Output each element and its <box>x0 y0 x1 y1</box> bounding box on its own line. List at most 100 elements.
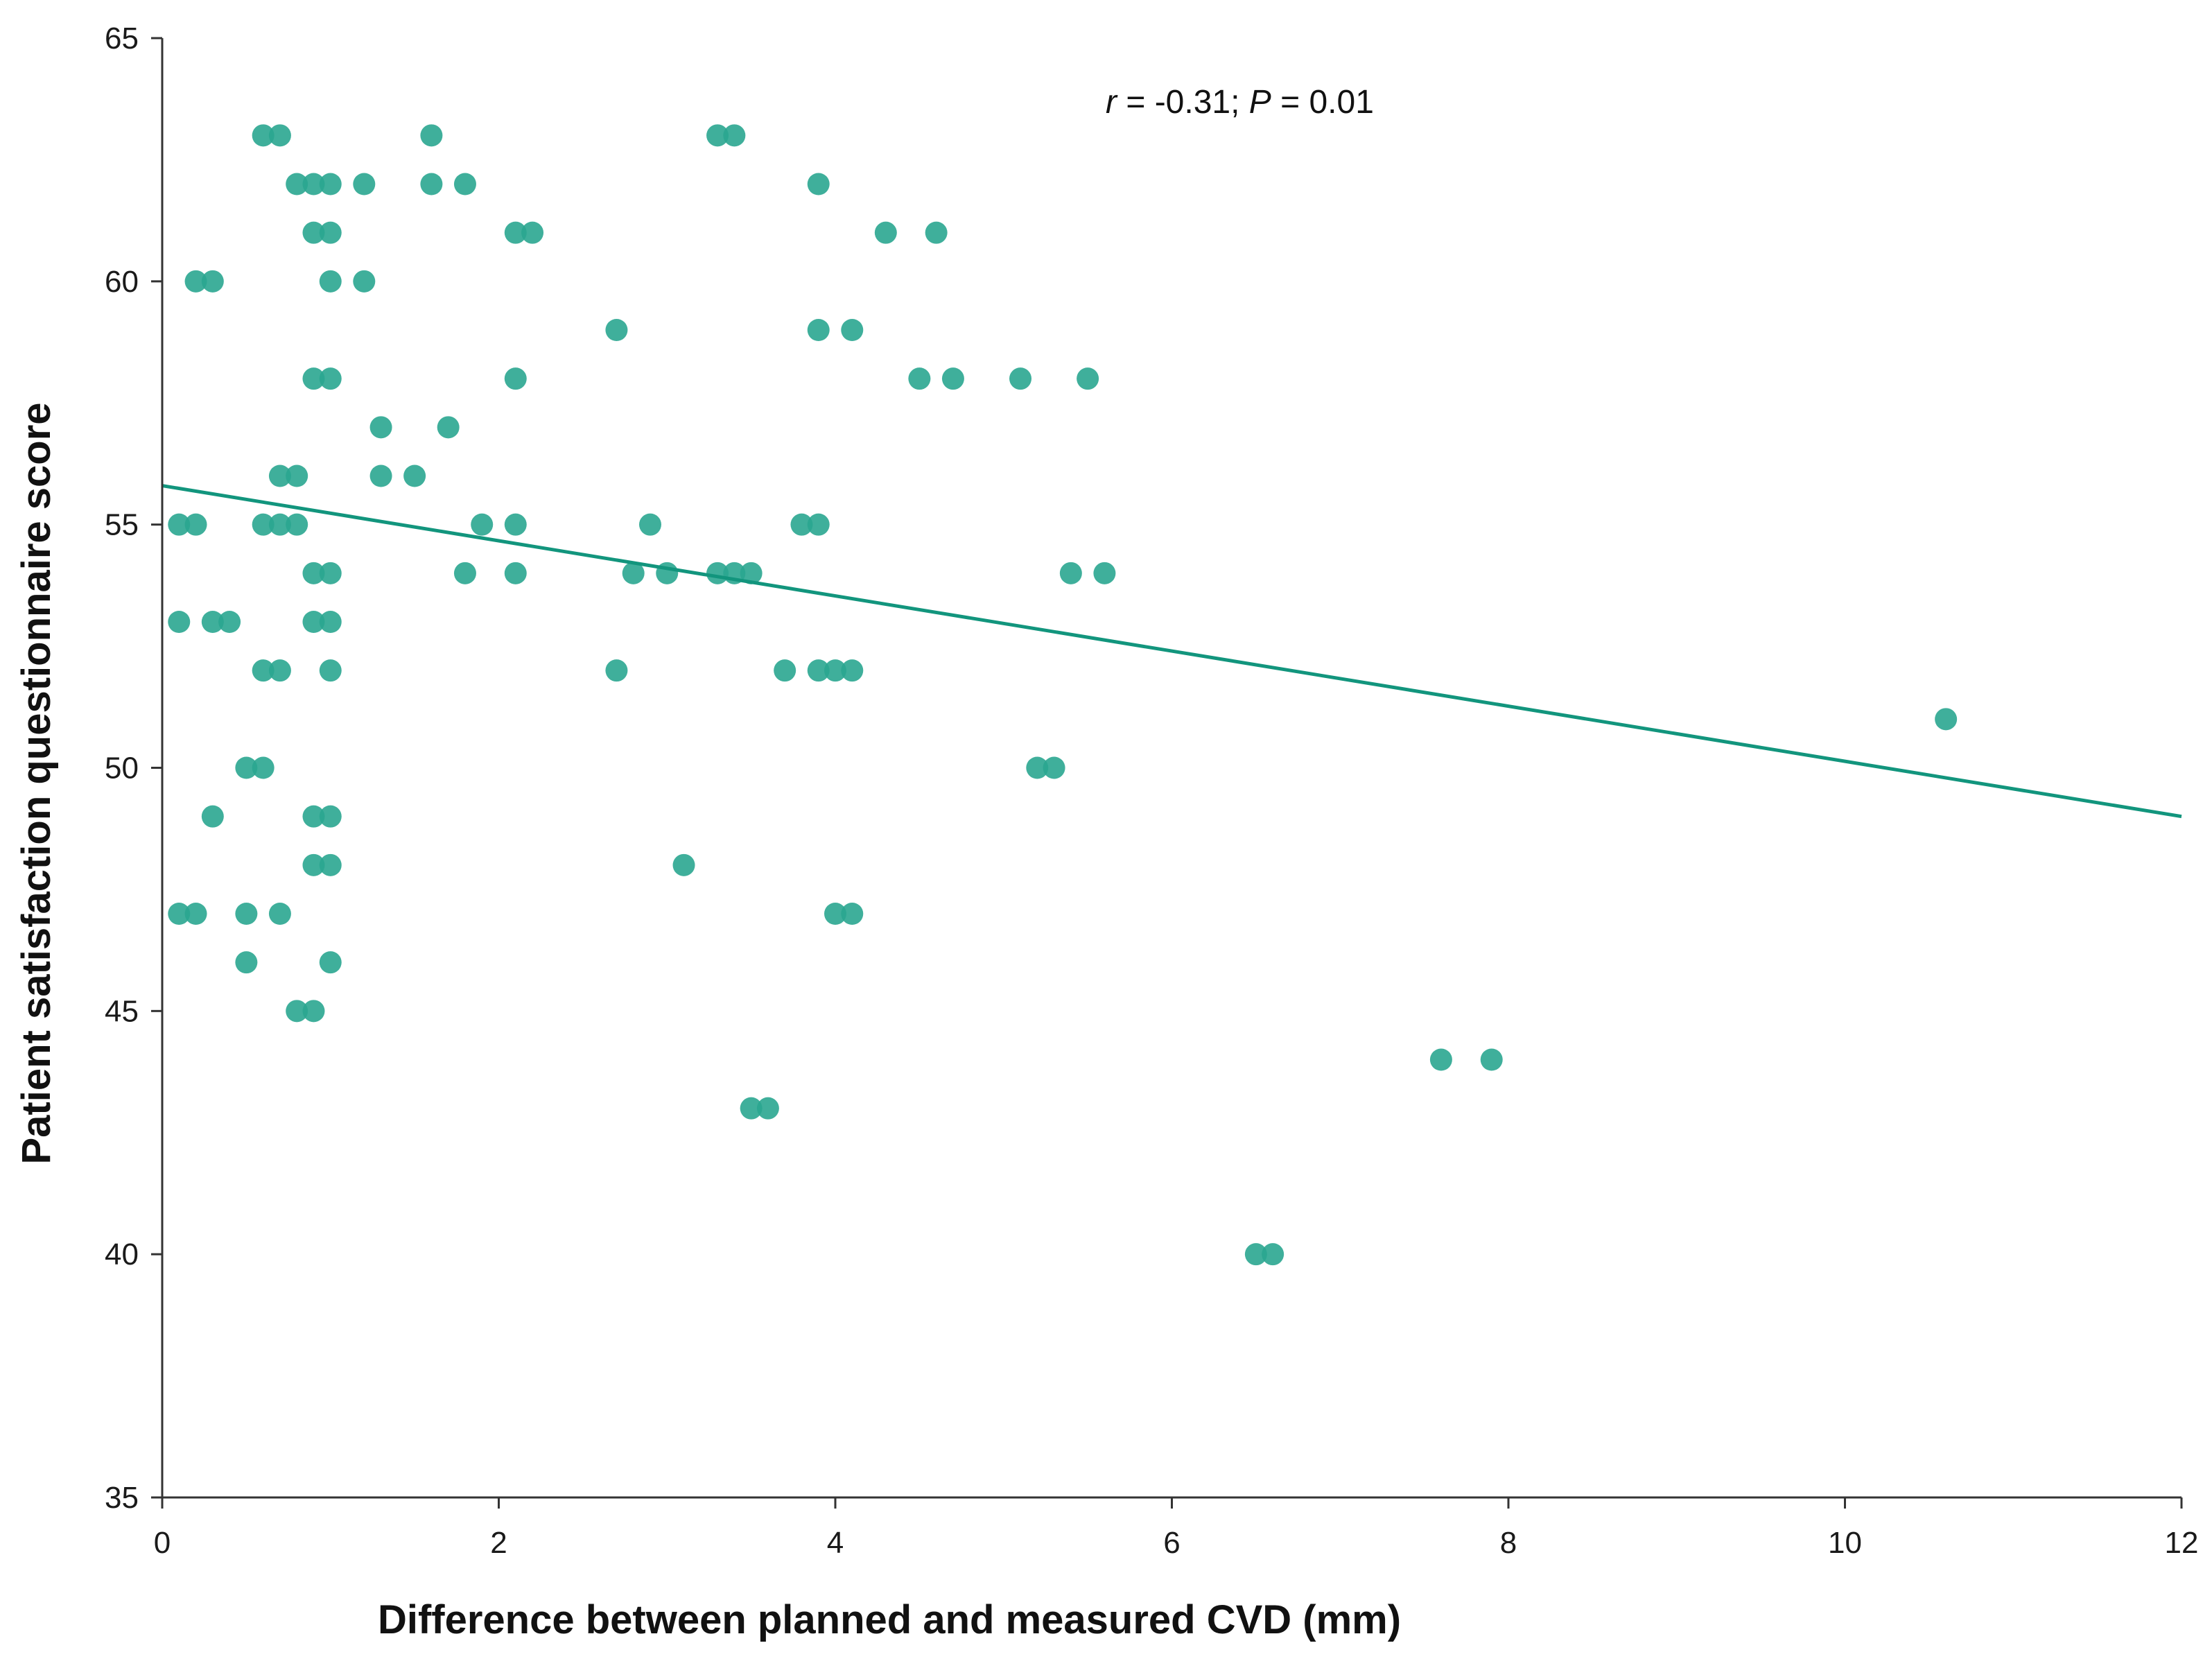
y-axis-ticks: 35 40 45 50 55 60 65 <box>105 21 162 1515</box>
data-point <box>774 659 796 682</box>
data-point <box>420 124 443 147</box>
data-point <box>319 951 342 974</box>
data-point <box>319 173 342 196</box>
data-point <box>168 903 191 925</box>
data-point <box>252 513 275 536</box>
data-point <box>471 513 494 536</box>
y-tick-label: 55 <box>105 508 139 542</box>
data-point <box>1043 756 1065 779</box>
data-point <box>740 1097 763 1120</box>
data-point <box>403 464 426 487</box>
data-point <box>268 903 291 925</box>
data-point <box>319 221 342 244</box>
data-point <box>504 513 527 536</box>
data-point <box>925 221 948 244</box>
y-tick-label: 65 <box>105 21 139 55</box>
x-tick-label: 8 <box>1500 1526 1517 1560</box>
data-point <box>369 416 392 439</box>
data-point <box>521 221 544 244</box>
data-point <box>184 903 207 925</box>
data-point <box>841 319 864 341</box>
data-point <box>841 659 864 682</box>
data-point <box>756 1097 779 1120</box>
y-tick-label: 60 <box>105 265 139 299</box>
data-point <box>302 805 325 828</box>
data-point <box>504 562 527 584</box>
data-point <box>605 659 628 682</box>
data-point <box>672 853 695 876</box>
data-point <box>286 464 308 487</box>
y-tick-label: 45 <box>105 994 139 1028</box>
data-point <box>168 513 191 536</box>
data-point <box>706 124 729 147</box>
data-point <box>638 513 661 536</box>
data-point <box>1429 1048 1452 1071</box>
data-point <box>740 562 763 584</box>
data-point <box>302 611 325 633</box>
data-points <box>168 124 1958 1266</box>
data-point <box>286 1000 308 1023</box>
data-point <box>168 611 191 633</box>
data-point <box>1244 1243 1267 1266</box>
data-point <box>1026 756 1049 779</box>
y-axis-title: Patient satisfaction questionnaire score <box>14 402 59 1164</box>
data-point <box>302 1000 325 1023</box>
data-point <box>201 805 224 828</box>
data-point <box>319 270 342 293</box>
data-point <box>319 659 342 682</box>
data-point <box>790 513 813 536</box>
x-tick-label: 10 <box>1828 1526 1862 1560</box>
data-point <box>268 659 291 682</box>
data-point <box>1059 562 1082 584</box>
x-tick-label: 0 <box>154 1526 171 1560</box>
data-point <box>369 464 392 487</box>
data-point <box>1093 562 1116 584</box>
data-point <box>807 513 830 536</box>
r-symbol: r <box>1106 84 1118 121</box>
data-point <box>235 903 258 925</box>
data-point <box>353 173 376 196</box>
data-point <box>302 221 325 244</box>
data-point <box>1480 1048 1503 1071</box>
data-point <box>807 319 830 341</box>
data-point <box>504 221 527 244</box>
data-point <box>319 562 342 584</box>
data-point <box>908 367 931 390</box>
data-point <box>302 367 325 390</box>
x-tick-label: 2 <box>490 1526 507 1560</box>
data-point <box>252 124 275 147</box>
data-point <box>319 611 342 633</box>
data-point <box>235 951 258 974</box>
data-point <box>622 562 645 584</box>
data-point <box>268 513 291 536</box>
data-point <box>1077 367 1099 390</box>
x-tick-label: 4 <box>827 1526 844 1560</box>
data-point <box>184 270 207 293</box>
data-point <box>453 562 476 584</box>
data-point <box>807 173 830 196</box>
data-point <box>1009 367 1032 390</box>
data-point <box>201 611 224 633</box>
data-point <box>235 756 258 779</box>
data-point <box>874 221 897 244</box>
data-point <box>605 319 628 341</box>
data-point <box>268 464 291 487</box>
data-point <box>184 513 207 536</box>
data-point <box>286 173 308 196</box>
data-point <box>268 124 291 147</box>
correlation-annotation: r = -0.31; P = 0.01 <box>1106 84 1374 121</box>
data-point <box>824 903 846 925</box>
data-point <box>252 659 275 682</box>
data-point <box>201 270 224 293</box>
data-point <box>824 659 846 682</box>
data-point <box>218 611 241 633</box>
x-axis-title: Difference between planned and measured … <box>378 1597 1401 1642</box>
data-point <box>807 659 830 682</box>
data-point <box>319 805 342 828</box>
y-tick-label: 40 <box>105 1237 139 1271</box>
y-tick-label: 35 <box>105 1481 139 1515</box>
p-symbol: P <box>1249 84 1271 121</box>
regression-line <box>162 484 2182 819</box>
data-point <box>841 903 864 925</box>
